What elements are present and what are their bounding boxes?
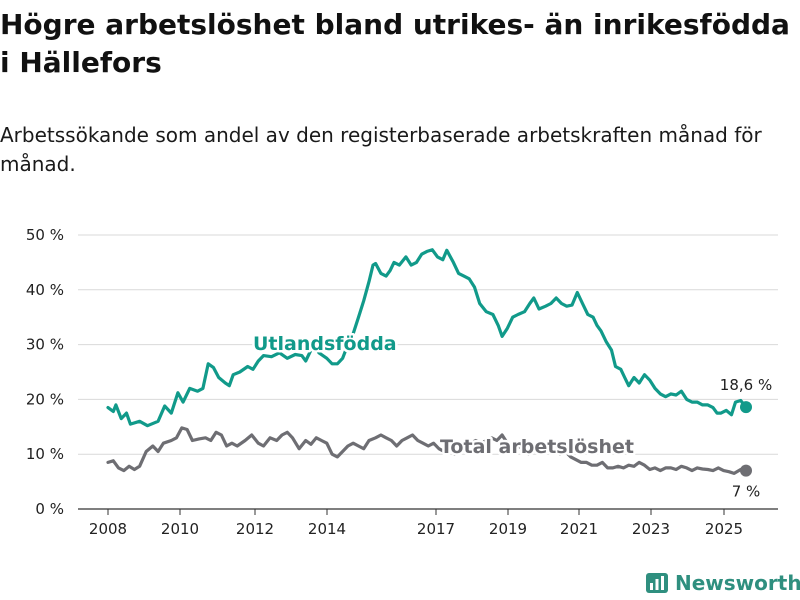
y-tick-label: 20 %	[26, 390, 64, 408]
chart-title: Högre arbetslöshet bland utrikes- än inr…	[0, 8, 790, 79]
y-tick-label: 30 %	[26, 336, 64, 354]
x-tick-label: 2012	[236, 520, 274, 538]
brand-name: Newsworthy	[675, 571, 800, 595]
series-end-point	[740, 464, 752, 477]
y-tick-label: 50 %	[26, 226, 64, 244]
y-tick-label: 10 %	[26, 445, 64, 463]
gridlines	[78, 234, 778, 455]
y-tick-label: 0 %	[35, 500, 64, 518]
x-tick-label: 2019	[489, 520, 527, 538]
series-name-label: Utlandsfödda	[253, 333, 397, 355]
series-name-label-halo: Total arbetslöshet	[440, 436, 634, 458]
x-tick-label: 2014	[308, 520, 346, 538]
series-name-label-halo: Utlandsfödda	[253, 333, 397, 355]
series-end-point	[740, 401, 752, 414]
axes: 0 % 10 % 20 % 30 % 40 % 50 % 2008 2010 2012 2014 2…	[26, 226, 778, 538]
series-lines	[106, 248, 752, 477]
series-end-label: 7 %	[732, 483, 761, 501]
series-line-total	[106, 426, 748, 475]
y-tick-label: 40 %	[26, 281, 64, 299]
x-tick-label: 2008	[89, 520, 127, 538]
newsworthy-logo-icon	[646, 573, 668, 593]
series-line-utlandsfodda	[106, 248, 748, 428]
x-tick-label: 2010	[161, 520, 199, 538]
x-tick-label: 2017	[417, 520, 455, 538]
series-end-label: 18,6 %	[720, 376, 772, 394]
x-tick-label: 2021	[560, 520, 598, 538]
brand-logo[interactable]: Newsworthy	[645, 568, 800, 598]
x-tick-label: 2025	[705, 520, 743, 538]
chart-subtitle: Arbetssökande som andel av den registerb…	[0, 123, 762, 176]
series-name-label: Total arbetslöshet	[440, 436, 634, 458]
x-tick-label: 2023	[632, 520, 670, 538]
